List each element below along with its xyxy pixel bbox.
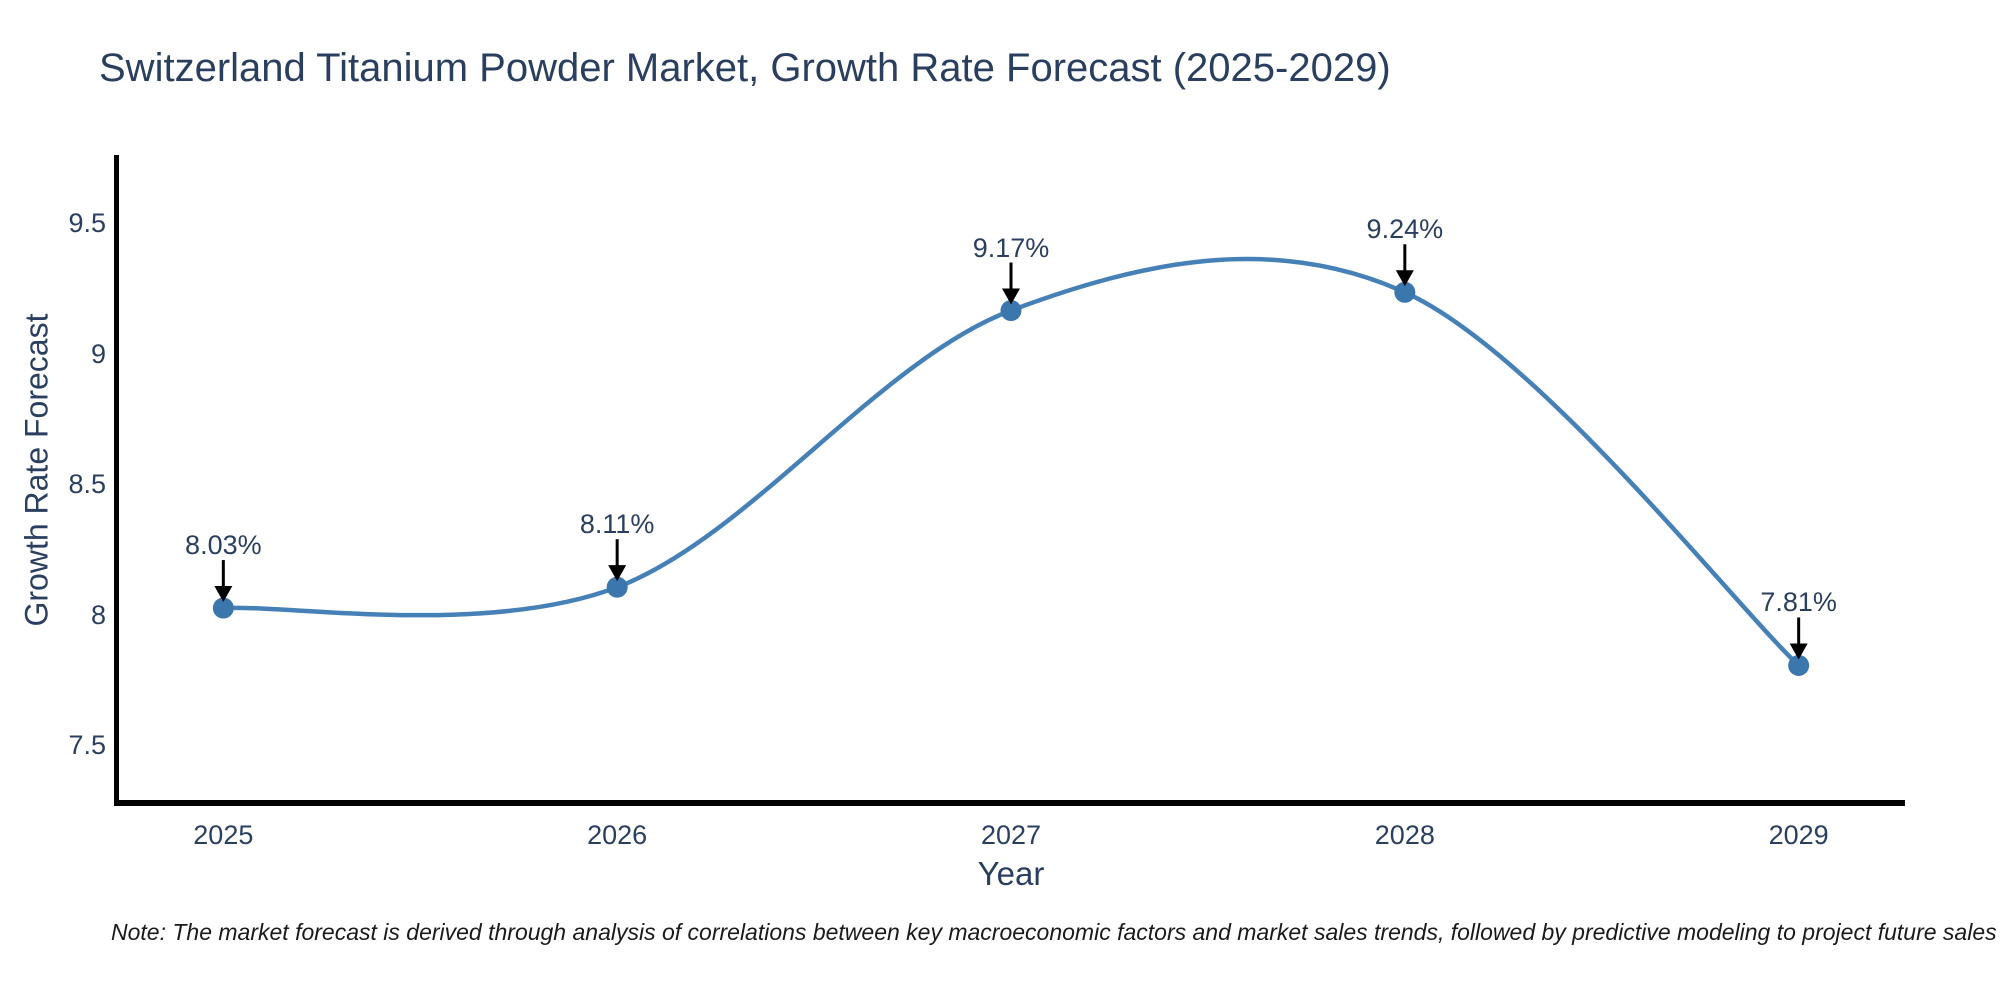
footnote: Note: The market forecast is derived thr… [111,919,1997,945]
chart-title: Switzerland Titanium Powder Market, Grow… [99,46,1391,90]
x-tick-label: 2025 [193,820,254,850]
y-tick-label: 9.5 [68,208,106,239]
annotation-arrowhead [608,565,627,582]
annotation-arrowhead [1395,270,1414,287]
point-value-label: 9.17% [972,232,1050,263]
y-tick-label: 8 [90,599,106,630]
y-tick-label: 7.5 [68,730,106,761]
annotation-arrowhead [214,586,233,603]
point-value-label: 8.03% [185,530,262,561]
annotation-arrowhead [1002,288,1020,305]
data-point-marker [1788,654,1810,676]
x-axis-line [114,800,1905,806]
data-point-marker [212,597,234,619]
data-point-marker [1000,300,1022,322]
x-tick-label: 2029 [1768,820,1829,850]
annotation-arrowhead [1789,643,1808,660]
y-tick-label: 9 [90,338,106,369]
x-tick-label: 2027 [980,820,1042,850]
y-tick-label: 8.5 [68,469,106,500]
data-point-marker [606,576,628,598]
point-value-label: 8.11% [579,509,655,540]
point-value-label: 7.81% [1760,587,1837,618]
data-point-marker [1394,281,1416,303]
point-value-label: 9.24% [1366,214,1444,245]
y-axis-line [114,155,119,806]
x-tick-label: 2028 [1374,820,1435,850]
x-axis-title: Year [977,855,1045,892]
x-tick-label: 2026 [587,820,648,850]
